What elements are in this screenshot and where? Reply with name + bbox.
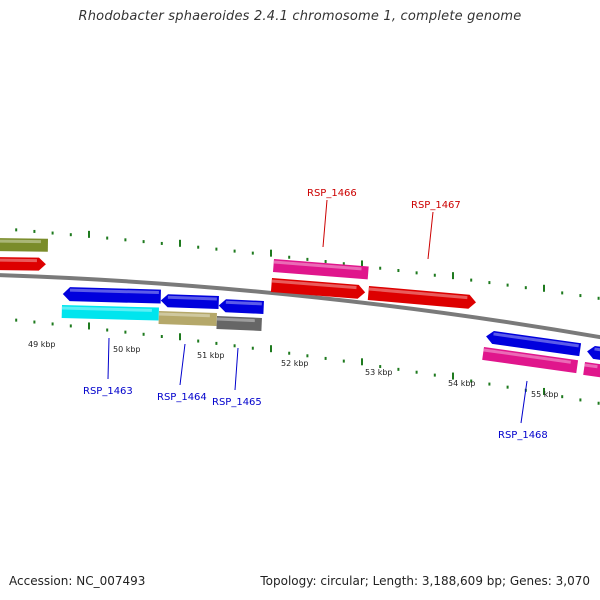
genome-summary-text: Topology: circular; Length: 3,188,609 bp… xyxy=(260,574,590,588)
olive-gene-block[interactable] xyxy=(0,238,48,252)
blue-gene-arrow-1468-highlight xyxy=(493,332,579,348)
gene-label[interactable]: RSP_1468 xyxy=(498,430,548,441)
accession-text: Accession: NC_007493 xyxy=(9,574,146,588)
genome-title: Rhodobacter sphaeroides 2.4.1 chromosome… xyxy=(78,9,522,24)
gene-label[interactable]: RSP_1466 xyxy=(307,188,357,199)
gene-label[interactable]: RSP_1463 xyxy=(83,386,133,397)
scale-label: 52 kbp xyxy=(281,359,309,368)
gene-label[interactable]: RSP_1467 xyxy=(411,200,461,211)
pink-gene-block-right[interactable] xyxy=(583,362,600,378)
gene-label-leader xyxy=(427,211,434,260)
olive-gene-block-highlight xyxy=(0,239,41,244)
chromosome-backbone xyxy=(0,273,600,340)
gene-label[interactable]: RSP_1464 xyxy=(157,392,207,403)
gray-gene-block-1465-highlight xyxy=(216,317,255,323)
gene-label[interactable]: RSP_1465 xyxy=(212,397,262,408)
scale-label: 54 kbp xyxy=(448,379,476,388)
blue-gene-arrow-1463[interactable] xyxy=(62,287,161,304)
pink-gene-block-1468[interactable] xyxy=(482,347,579,374)
blue-gene-arrow-1468[interactable] xyxy=(485,330,582,357)
blue-gene-arrow-right[interactable] xyxy=(586,345,600,361)
red-gene-arrow-1466-highlight xyxy=(271,279,357,290)
blue-gene-arrow-1465-body xyxy=(218,299,264,314)
gene-label-leader xyxy=(107,337,110,380)
red-gene-arrow-1466[interactable] xyxy=(270,278,366,299)
scale-label: 50 kbp xyxy=(113,345,141,354)
red-gene-arrow-1467-highlight xyxy=(368,287,468,300)
gene-label-leader xyxy=(234,347,239,391)
blue-gene-arrow-1465-highlight xyxy=(225,300,262,306)
pink-gene-block-1466[interactable] xyxy=(272,259,369,280)
red-gene-arrow-left-highlight xyxy=(0,258,37,263)
blue-gene-arrow-1464[interactable] xyxy=(160,294,219,310)
gene-label-leader xyxy=(520,380,528,424)
blue-gene-arrow-right-body xyxy=(587,345,600,361)
pink-gene-block-1468-highlight xyxy=(483,348,571,364)
cyan-gene-block-1463-highlight xyxy=(61,306,152,312)
scale-label: 49 kbp xyxy=(28,340,56,349)
red-gene-arrow-left[interactable] xyxy=(0,257,46,271)
scale-label: 55 kbp xyxy=(531,390,559,399)
blue-gene-arrow-1464-highlight xyxy=(167,295,217,301)
cyan-gene-block-1463[interactable] xyxy=(61,305,159,321)
tan-gene-block-1464-highlight xyxy=(158,312,210,318)
blue-gene-arrow-1465[interactable] xyxy=(218,299,264,314)
gene-label-leader xyxy=(179,343,186,386)
scale-label: 51 kbp xyxy=(197,351,225,360)
pink-gene-block-right-highlight xyxy=(584,363,598,369)
tan-gene-block-1464[interactable] xyxy=(158,311,217,327)
red-gene-arrow-1467[interactable] xyxy=(367,286,477,309)
pink-gene-block-1466-highlight xyxy=(273,260,362,271)
blue-gene-arrow-1463-highlight xyxy=(69,288,159,295)
gene-label-leader xyxy=(322,199,328,248)
gray-gene-block-1465[interactable] xyxy=(216,316,262,331)
scale-label: 53 kbp xyxy=(365,368,393,377)
